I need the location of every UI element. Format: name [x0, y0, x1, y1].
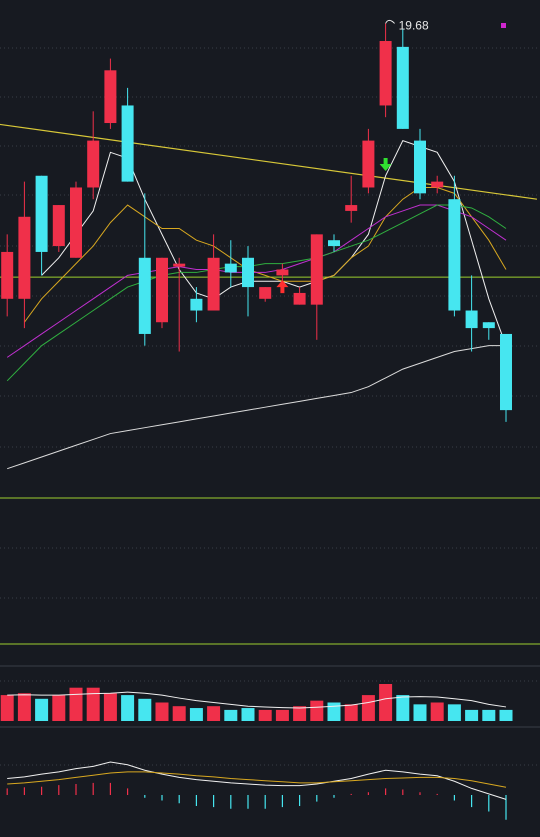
volume-bar — [52, 695, 66, 721]
candle-body — [156, 257, 168, 323]
volume-bar — [207, 706, 221, 721]
candle-body — [345, 205, 358, 211]
macd-panel — [6, 761, 507, 820]
high-price-label: 19.68 — [399, 18, 429, 32]
volume-average-line — [7, 691, 507, 709]
candle-body — [35, 175, 48, 252]
candle-body — [121, 105, 134, 182]
volume-bar — [430, 702, 444, 721]
volume-bar — [465, 709, 479, 721]
buy-arrow-icon — [276, 280, 289, 294]
volume-bar — [0, 695, 14, 721]
moving-average-line — [7, 345, 506, 470]
trend-line — [0, 123, 538, 200]
candle-body — [52, 205, 65, 247]
high-pointer — [385, 19, 395, 24]
volume-bar — [17, 693, 31, 721]
volume-bar — [310, 700, 324, 721]
grid — [0, 47, 540, 766]
candle-body — [87, 140, 100, 188]
moving-average-line — [41, 139, 507, 346]
volume-bar — [379, 684, 393, 721]
volume-bar — [86, 687, 100, 721]
candle-body — [104, 70, 117, 124]
volume-bar — [361, 695, 375, 721]
moving-average-line — [6, 204, 507, 382]
volume-bar — [499, 709, 513, 721]
candle-body — [207, 257, 220, 311]
macd-dif-line — [7, 761, 507, 800]
moving-average-line — [6, 204, 507, 358]
candle-body — [224, 263, 237, 273]
volume-bar — [275, 709, 289, 721]
candle-body — [500, 333, 512, 411]
volume-bar — [121, 695, 135, 721]
candle-body — [242, 257, 254, 288]
candle-body — [259, 287, 272, 299]
volume-panel — [0, 684, 513, 721]
candle-body — [173, 263, 186, 267]
candle-body — [362, 140, 375, 188]
volume-bar — [224, 709, 238, 721]
volume-bar — [35, 698, 49, 721]
sell-arrow-icon — [379, 158, 392, 172]
candle-body — [138, 257, 151, 334]
macd-dea-line — [7, 771, 507, 788]
candle-body — [465, 310, 478, 329]
candle-body — [310, 234, 323, 305]
volume-bar — [69, 687, 83, 721]
moving-average-line — [23, 186, 507, 323]
volume-bar — [344, 704, 358, 721]
candle-body — [18, 216, 31, 299]
volume-bar — [396, 695, 410, 721]
volume-bar — [447, 704, 461, 721]
candle-body — [448, 199, 461, 311]
volume-bar — [413, 704, 427, 721]
candle-body — [414, 140, 426, 194]
volume-bar — [258, 709, 272, 721]
volume-bar — [482, 709, 496, 721]
candle-body — [190, 298, 203, 311]
volume-bar — [293, 706, 307, 721]
candle-body — [328, 240, 340, 247]
candle-body — [396, 46, 409, 129]
price-panel — [0, 19, 540, 470]
candle-body — [431, 181, 444, 188]
candle-body — [482, 322, 495, 329]
candle-body — [379, 41, 392, 106]
volume-bar — [327, 702, 341, 721]
candle-body — [276, 269, 289, 276]
volume-bar — [138, 698, 152, 721]
volume-bar — [189, 708, 203, 721]
volume-bar — [172, 706, 186, 721]
candle-body — [70, 187, 82, 258]
corner-indicator-icon — [501, 23, 506, 28]
candle-body — [293, 292, 306, 305]
candle-body — [1, 251, 14, 299]
volume-bar — [241, 708, 255, 721]
volume-bar — [103, 693, 117, 721]
volume-bar — [155, 702, 169, 721]
